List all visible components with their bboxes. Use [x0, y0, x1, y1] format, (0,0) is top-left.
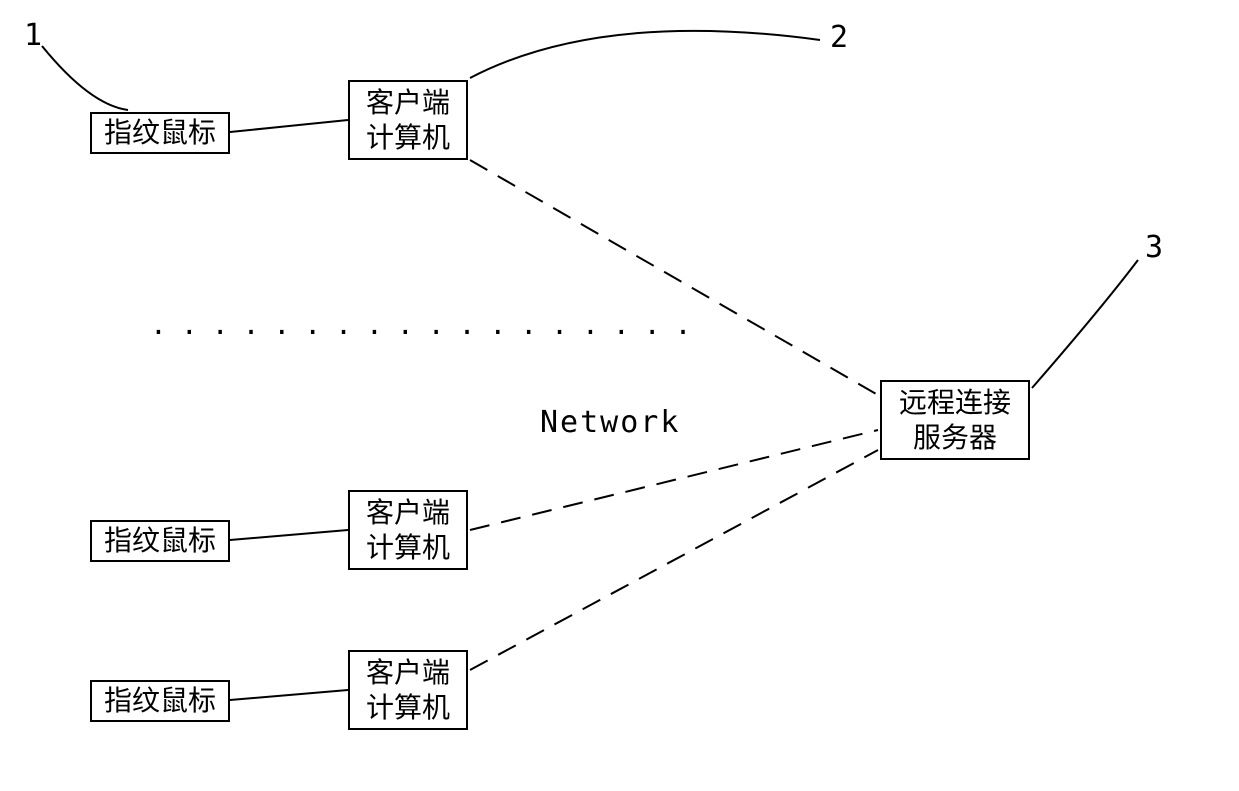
node-text-line1: 客户端: [366, 85, 450, 120]
node-text-line2: 计算机: [366, 690, 450, 725]
dashed-connector: [470, 430, 878, 530]
node-text: 指纹鼠标: [104, 524, 216, 558]
node-text-line2: 计算机: [366, 530, 450, 565]
node-text-line1: 远程连接: [899, 385, 1011, 420]
node-text-line1: 客户端: [366, 495, 450, 530]
ellipsis-dots: ..................: [150, 308, 705, 341]
fingerprint-mouse-node-1: 指纹鼠标: [90, 112, 230, 154]
client-computer-node-3: 客户端 计算机: [348, 650, 468, 730]
connector-line: [230, 530, 348, 540]
callout-curve-1: [42, 46, 128, 110]
node-text: 指纹鼠标: [104, 116, 216, 150]
dashed-connector: [470, 450, 878, 670]
node-text-line2: 计算机: [366, 120, 450, 155]
node-text-line1: 客户端: [366, 655, 450, 690]
node-text-line2: 服务器: [913, 420, 997, 455]
node-text: 指纹鼠标: [104, 684, 216, 718]
client-computer-node-2: 客户端 计算机: [348, 490, 468, 570]
diagram-container: 1 2 3 指纹鼠标 客户端 计算机 .................. Ne…: [0, 0, 1239, 791]
label-3: 3: [1145, 230, 1163, 265]
label-2: 2: [830, 20, 848, 55]
label-1: 1: [24, 18, 42, 53]
network-label: Network: [540, 405, 680, 440]
callout-curve-2: [470, 31, 820, 78]
fingerprint-mouse-node-3: 指纹鼠标: [90, 680, 230, 722]
callout-curve-3: [1032, 260, 1138, 388]
remote-server-node: 远程连接 服务器: [880, 380, 1030, 460]
client-computer-node-1: 客户端 计算机: [348, 80, 468, 160]
fingerprint-mouse-node-2: 指纹鼠标: [90, 520, 230, 562]
dashed-connector: [470, 160, 878, 395]
connector-line: [230, 120, 348, 132]
connector-line: [230, 690, 348, 700]
